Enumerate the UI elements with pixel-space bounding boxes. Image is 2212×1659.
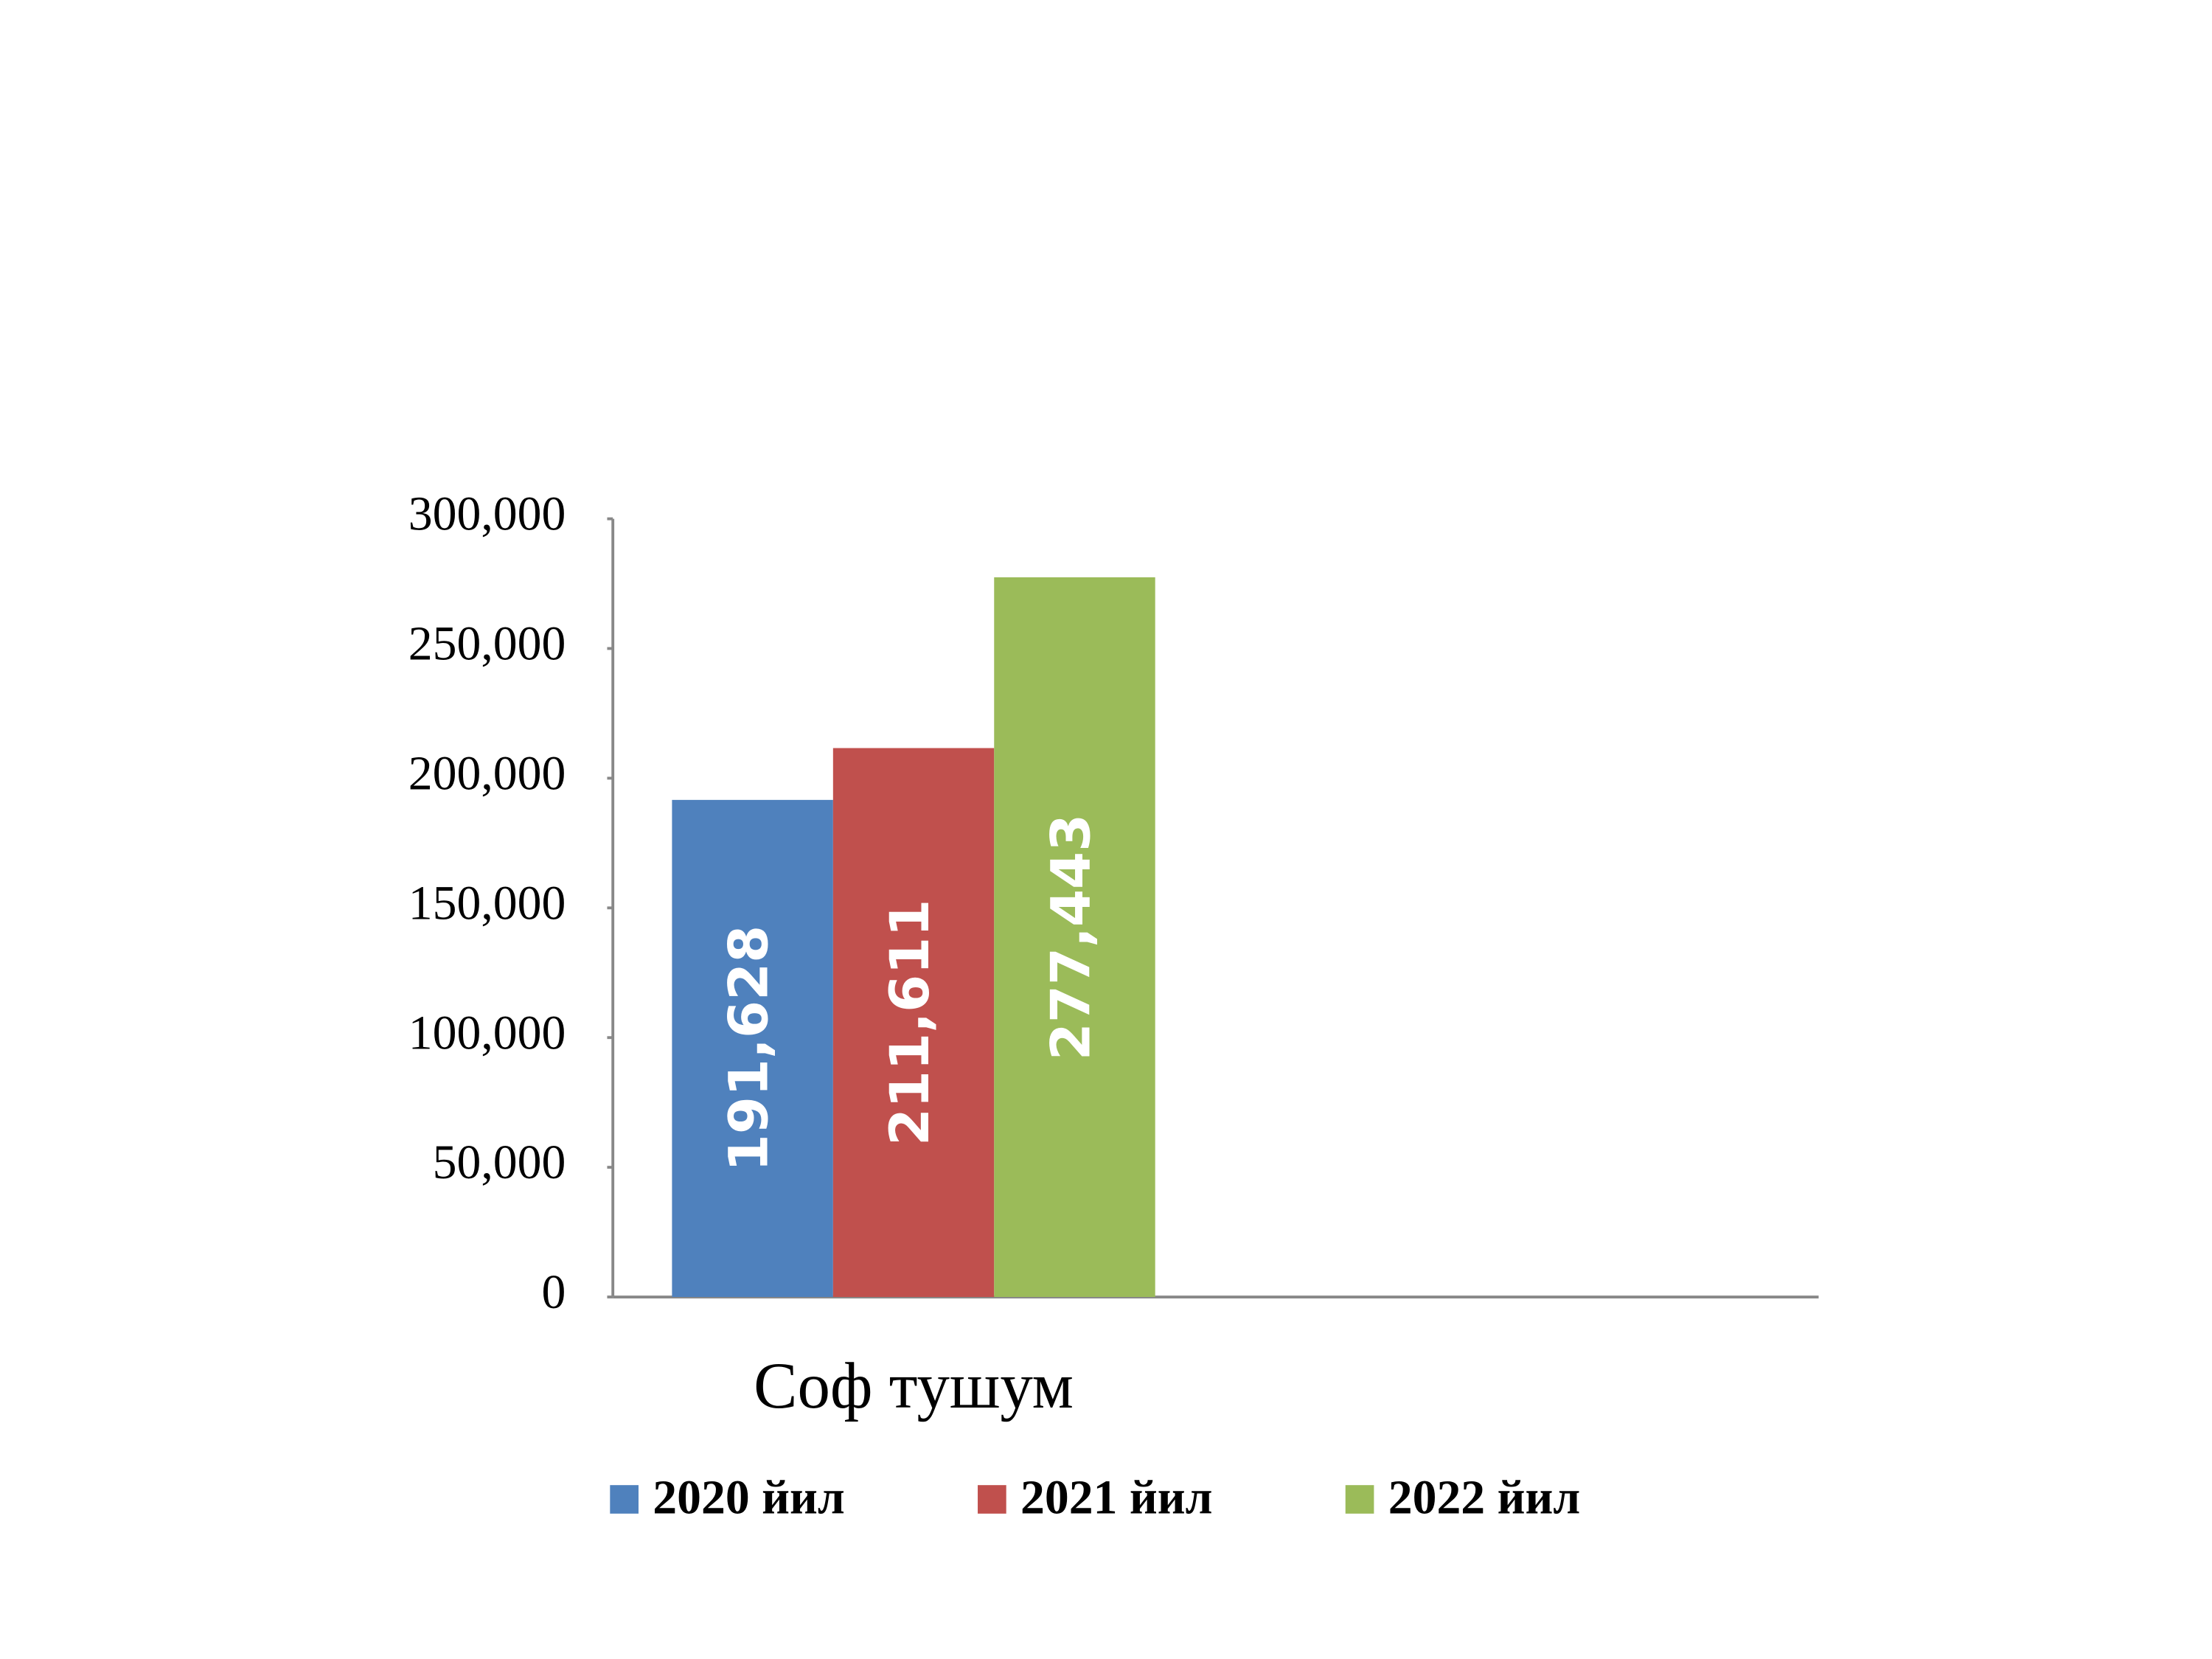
y-tick-label: 0 [542, 1265, 566, 1319]
legend-swatch [978, 1485, 1006, 1514]
y-tick-label: 100,000 [408, 1006, 566, 1060]
legend-swatch [1345, 1485, 1374, 1514]
bar [832, 748, 995, 1298]
value-label: 191,628 [718, 925, 781, 1172]
y-tick-label: 150,000 [408, 876, 566, 930]
y-tick-label: 50,000 [433, 1135, 566, 1189]
bar [994, 577, 1155, 1298]
y-tick-label: 300,000 [408, 487, 566, 541]
value-label: 211,611 [879, 900, 942, 1147]
bar [672, 799, 833, 1298]
legend-label: 2020 йил [653, 1470, 844, 1524]
legend-swatch [610, 1485, 639, 1514]
legend-label: 2021 йил [1020, 1470, 1212, 1524]
y-tick-label: 250,000 [408, 617, 566, 671]
legend-label: 2022 йил [1388, 1470, 1580, 1524]
x-tick-label: Соф тушум [754, 1350, 1074, 1422]
y-tick-label: 200,000 [408, 746, 566, 800]
value-label: 277,443 [1040, 814, 1102, 1061]
